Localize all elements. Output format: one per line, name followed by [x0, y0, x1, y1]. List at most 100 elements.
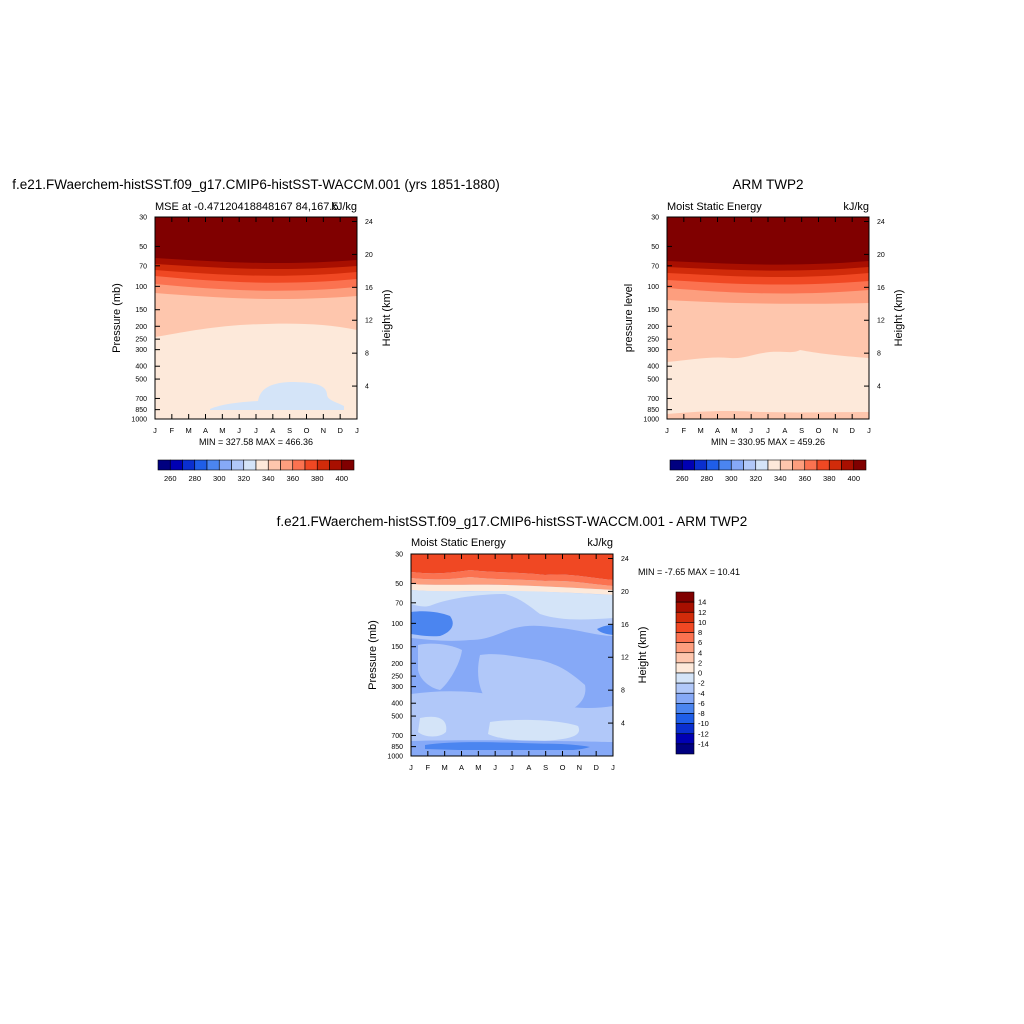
x-tick-label: J	[611, 763, 615, 772]
x-tick-label: M	[731, 426, 737, 435]
x-tick-label: J	[510, 763, 514, 772]
colorbar-box	[675, 611, 695, 623]
colorbar-box	[675, 652, 695, 664]
y-tick-label: 250	[647, 337, 659, 344]
y-tick-label: 50	[395, 581, 403, 588]
diff-y2label: Height (km)	[637, 627, 649, 684]
x-tick-label: J	[766, 426, 770, 435]
y-tick-label: 250	[135, 337, 147, 344]
x-tick-label: N	[321, 426, 326, 435]
y2-tick-label: 12	[621, 655, 629, 662]
colorbar-label: -10	[698, 719, 709, 728]
colorbar-box	[675, 601, 695, 613]
colorbar-label: 320	[749, 474, 762, 483]
colorbar-label: -14	[698, 739, 709, 748]
y-tick-label: 500	[135, 377, 147, 384]
colorbar-box	[329, 459, 343, 471]
obs-title: ARM TWP2	[732, 177, 803, 192]
diff-minmax: MIN = -7.65 MAX = 10.41	[638, 567, 740, 577]
colorbar-label: 300	[213, 474, 226, 483]
y2-tick-label: 24	[621, 556, 629, 563]
colorbar-box	[169, 459, 183, 471]
colorbar-label: 340	[774, 474, 787, 483]
diff-panel: f.e21.FWaerchem-histSST.f09_g17.CMIP6-hi…	[277, 514, 748, 772]
colorbar-label: 360	[798, 474, 811, 483]
x-tick-label: N	[577, 763, 582, 772]
contour-band	[418, 643, 462, 690]
contour-band	[210, 382, 344, 410]
colorbar-box	[675, 622, 695, 633]
contour-band	[425, 742, 590, 751]
x-tick-label: A	[782, 426, 787, 435]
colorbar-box	[792, 459, 806, 471]
y-tick-label: 100	[391, 621, 403, 628]
y-tick-label: 500	[647, 377, 659, 384]
colorbar-label: 360	[286, 474, 299, 483]
colorbar-label: -4	[698, 689, 705, 698]
y-tick-label: 700	[135, 396, 147, 403]
obs-contour-field	[667, 217, 869, 419]
colorbar-box	[767, 459, 781, 471]
colorbar-box	[292, 459, 306, 471]
colorbar-label: 14	[698, 598, 706, 607]
y2-tick-label: 16	[877, 285, 885, 292]
y-tick-label: 400	[135, 364, 147, 371]
contour-band	[418, 716, 447, 737]
colorbar-box	[675, 632, 695, 643]
colorbar-label: 12	[698, 608, 706, 617]
y-tick-label: 50	[139, 244, 147, 251]
colorbar-box	[694, 459, 708, 471]
colorbar-label: -12	[698, 729, 709, 738]
diff-axes: J F M A M J J A S O N D J 30 50 70 100 150 200 250 300 400 500…	[387, 552, 628, 773]
x-tick-label: D	[593, 763, 599, 772]
contour-band	[411, 611, 453, 637]
x-tick-label: J	[665, 426, 669, 435]
diff-ylabel: Pressure (mb)	[367, 620, 379, 690]
x-tick-label: N	[833, 426, 838, 435]
colorbar-label: 340	[262, 474, 275, 483]
colorbar-box	[255, 459, 269, 471]
colorbar-label: 260	[164, 474, 177, 483]
colorbar-box	[841, 459, 855, 471]
y-tick-label: 100	[135, 284, 147, 291]
colorbar-label: 400	[847, 474, 860, 483]
x-tick-label: S	[543, 763, 548, 772]
colorbar-box	[675, 733, 695, 745]
x-tick-label: D	[337, 426, 343, 435]
contour-band	[411, 577, 613, 590]
colorbar-box	[267, 459, 281, 471]
colorbar-box	[157, 459, 171, 471]
x-tick-label: O	[816, 426, 822, 435]
contour-band	[488, 719, 580, 741]
diff-left-string: Moist Static Energy	[411, 537, 506, 549]
colorbar-box	[675, 692, 695, 704]
colorbar-box	[675, 662, 695, 674]
x-tick-label: J	[237, 426, 241, 435]
x-tick-label: J	[493, 763, 497, 772]
y2-tick-label: 24	[365, 219, 373, 226]
y-tick-label: 70	[651, 263, 659, 270]
colorbar-box	[675, 723, 695, 735]
y2-tick-label: 8	[365, 351, 369, 358]
y-tick-label: 100	[647, 284, 659, 291]
colorbar-label: 10	[698, 618, 706, 627]
x-tick-label: J	[153, 426, 157, 435]
colorbar-box	[206, 459, 220, 471]
y2-tick-label: 24	[877, 219, 885, 226]
colorbar-box	[755, 459, 769, 471]
y-tick-label: 850	[647, 407, 659, 414]
colorbar-box	[675, 703, 695, 714]
x-tick-label: D	[849, 426, 855, 435]
y-tick-label: 500	[391, 714, 403, 721]
colorbar-box	[779, 459, 793, 471]
obs-ylabel: pressure level	[623, 284, 635, 352]
y-tick-label: 200	[391, 661, 403, 668]
y-tick-label: 200	[135, 324, 147, 331]
colorbar-label: -8	[698, 709, 705, 718]
colorbar-box	[341, 459, 355, 471]
colorbar-label: 8	[698, 628, 702, 637]
model-title: f.e21.FWaerchem-histSST.f09_g17.CMIP6-hi…	[12, 177, 499, 192]
y2-tick-label: 4	[365, 384, 369, 391]
